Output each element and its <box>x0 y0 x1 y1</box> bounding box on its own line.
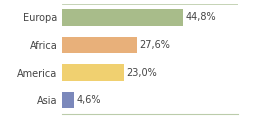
Text: 44,8%: 44,8% <box>186 12 216 22</box>
Bar <box>62 37 137 53</box>
Bar <box>62 9 183 26</box>
Text: 27,6%: 27,6% <box>139 40 170 50</box>
Text: 4,6%: 4,6% <box>77 95 101 105</box>
Bar <box>62 92 74 108</box>
Bar <box>62 64 124 81</box>
Text: 23,0%: 23,0% <box>127 68 157 78</box>
